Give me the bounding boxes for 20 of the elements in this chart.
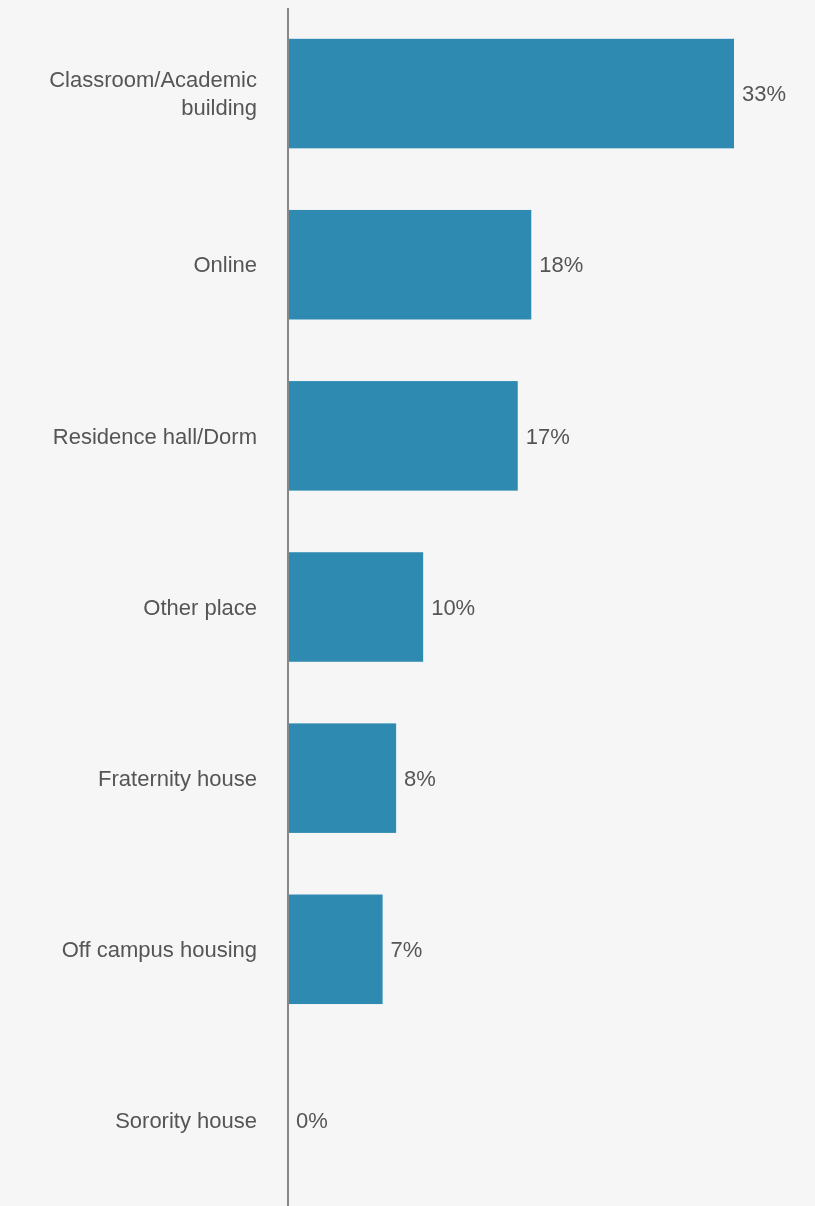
bar [288,209,532,320]
y-tick-label: Online [193,252,257,278]
y-tick-label: Off campus housing [61,936,257,962]
data-label: 7% [390,936,423,962]
data-label: 18% [539,252,584,278]
data-label: 10% [431,594,476,620]
y-tick-label: Residence hall/Dorm [52,423,257,449]
y-tick-label: Classroom/Academic building [49,67,257,121]
data-label: 17% [525,423,570,449]
y-tick-label: Fraternity house [98,765,257,791]
bar [288,552,424,662]
bar [288,723,397,833]
y-tick-label: Sorority house [115,1108,257,1134]
y-tick-label: Other place [143,594,257,620]
data-label: 33% [742,81,787,107]
data-label: 0% [296,1108,328,1134]
data-label: 8% [404,765,436,791]
bar [288,38,734,149]
bar [288,894,383,1005]
bar [288,381,518,491]
